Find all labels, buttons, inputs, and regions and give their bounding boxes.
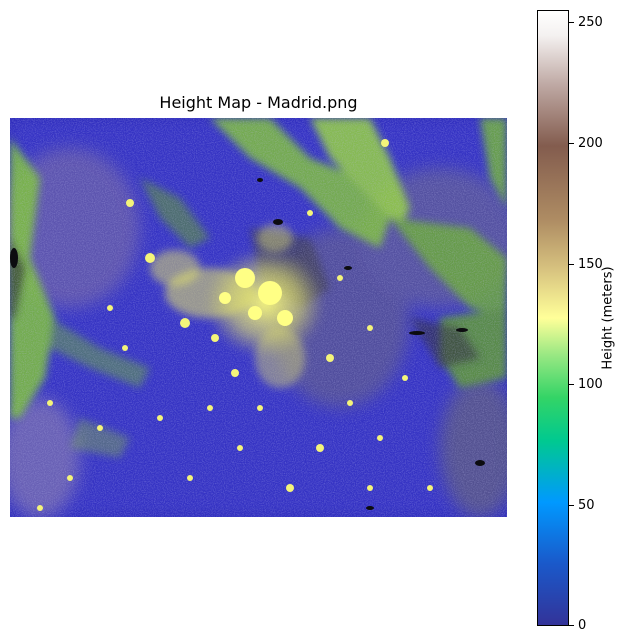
colorbar-tick-label: 50 [578,498,595,513]
height-map-image [10,118,507,517]
colorbar-tick [569,384,574,385]
colorbar-tick [569,22,574,23]
colorbar-label: Height (meters) [600,266,616,370]
colorbar-tick-label: 150 [578,257,603,272]
colorbar-tick [569,143,574,144]
colorbar-tick [569,505,574,506]
colorbar-tick [569,625,574,626]
colorbar [537,10,569,626]
colorbar-tick-label: 250 [578,15,603,30]
map-title: Height Map - Madrid.png [159,93,358,112]
height-map-raster [10,118,507,517]
colorbar-tick-label: 100 [578,377,603,392]
colorbar-tick-label: 200 [578,136,603,151]
colorbar-tick [569,264,574,265]
colorbar-tick-label: 0 [578,618,587,633]
